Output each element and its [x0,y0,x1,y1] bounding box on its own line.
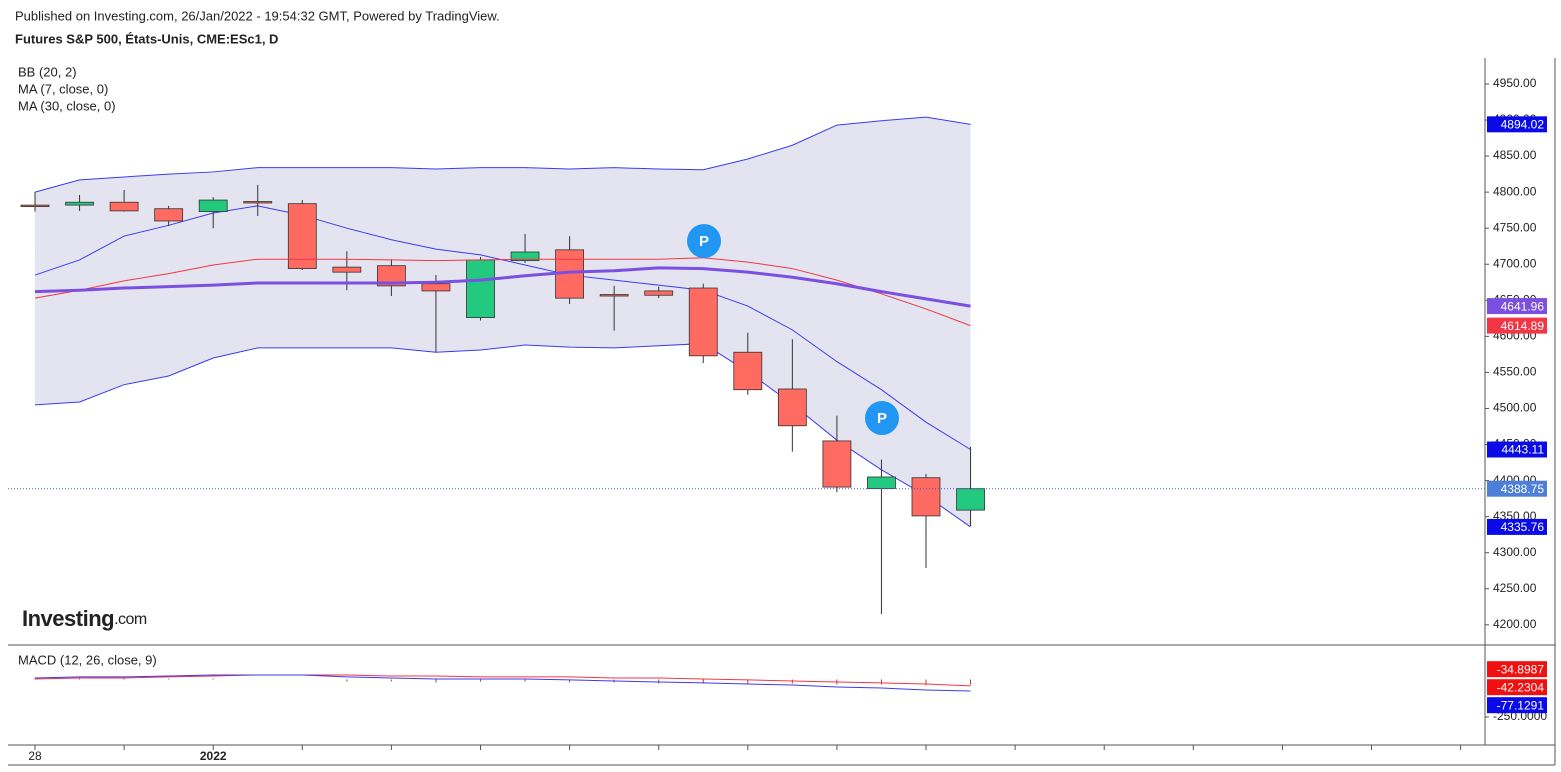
bb-fill [35,117,971,527]
x-tick-label: 2022 [200,749,227,763]
logo-suffix: .com [114,611,147,628]
y-tick-label: 4200.00 [1493,617,1537,631]
y-tick-label: 4500.00 [1493,401,1537,415]
legend-bb: BB (20, 2) [18,64,77,79]
marker-p: P [865,401,899,435]
bb-upper [34,116,971,193]
y-tick-label: 4250.00 [1493,581,1537,595]
instrument-title: Futures S&P 500, États-Unis, CME:ESc1, D [15,31,278,46]
candle-body [777,388,807,427]
publisher-line: Published on Investing.com, 26/Jan/2022 … [15,8,500,23]
y-tick-label: 4700.00 [1493,256,1537,270]
value-tag [1487,116,1547,133]
value-tag [1487,518,1547,535]
candle-body [911,477,941,517]
bb-lower [34,343,971,528]
y-tick-label: 4300.00 [1493,545,1537,559]
value-tag [1487,679,1547,696]
moving-average [34,266,971,308]
candle-body [956,488,985,511]
candle-body [65,201,94,206]
candle-body [198,199,228,213]
candle-body [287,203,317,269]
value-tag [1487,298,1547,315]
value-tag-label: 4641.96 [1501,299,1545,313]
candle-body [154,208,184,222]
y-tick-label: 4850.00 [1493,148,1537,162]
candle-body [733,351,763,391]
marker-circle [865,401,899,435]
moving-average [34,257,971,327]
value-tag-label: 4614.89 [1501,319,1545,333]
marker-p: P [687,224,721,258]
value-tag [1487,480,1547,497]
logo: Investing.com [22,606,147,631]
value-tag-label: 4894.02 [1501,118,1545,132]
candle-body [688,287,718,357]
candle-body [109,201,139,212]
legend-ma30: MA (30, close, 0) [18,98,116,113]
candle-body [421,283,451,292]
candle-body [599,294,629,297]
value-tag-label: 4335.76 [1501,520,1545,534]
macd-title: MACD (12, 26, close, 9) [18,652,157,667]
value-tag-label: -34.8987 [1497,662,1545,676]
candle-body [466,259,495,319]
y-tick-label: 4950.00 [1493,76,1537,90]
value-tag [1487,697,1547,714]
macd-signal [34,674,971,687]
logo-name: Investing [22,606,114,631]
legend-ma7: MA (7, close, 0) [18,81,108,96]
value-tag [1487,661,1547,678]
value-tag-label: 4388.75 [1501,482,1545,496]
marker-label: P [877,410,887,427]
candle-body [644,290,674,296]
marker-label: P [699,233,709,250]
value-tag [1487,317,1547,334]
value-tag [1487,441,1547,458]
candle-body [510,251,540,262]
value-tag-label: 4443.11 [1502,443,1545,457]
candle-body [867,476,896,489]
y-tick-label: 4800.00 [1493,184,1537,198]
value-tag-label: -42.2304 [1497,680,1545,694]
candle-body [20,204,50,208]
x-tick-label: 28 [28,749,42,763]
y-tick-label: 4750.00 [1493,220,1537,234]
candle-body [243,201,273,204]
marker-circle [687,224,721,258]
value-tag-label: -77.1291 [1497,698,1545,712]
candle-body [332,266,362,273]
candle-body [376,265,406,287]
macd-macd [34,674,971,692]
y-tick-label: 4550.00 [1493,365,1537,379]
candle-body [822,440,852,488]
plot-area [8,83,1489,718]
